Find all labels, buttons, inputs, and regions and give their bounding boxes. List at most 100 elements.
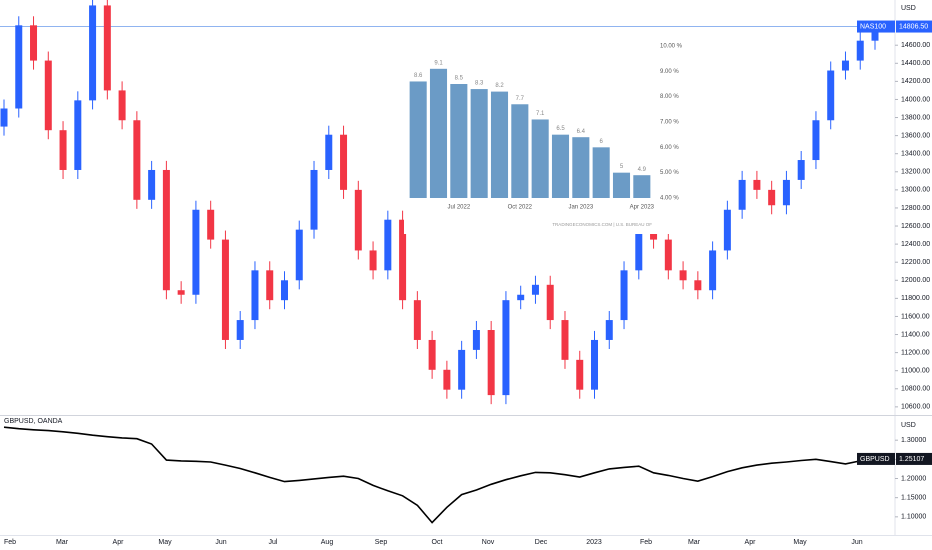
candle-body (561, 320, 569, 360)
bar (531, 119, 549, 198)
candle-body (546, 284, 554, 321)
candle-body (841, 60, 849, 71)
candle-body (591, 339, 599, 390)
y-tick-label: 11000.00 (901, 368, 930, 375)
x-tick-label: Aug (321, 539, 334, 546)
x-tick-label: Jun (215, 539, 226, 546)
bar (572, 137, 590, 198)
symbol-tag (857, 20, 895, 33)
inset-y-tick-label: 4.00 % (660, 196, 679, 202)
bar-value-label: 5 (620, 164, 624, 170)
candle-body (148, 169, 156, 200)
candle-body (310, 169, 318, 230)
candle-body (413, 300, 421, 340)
inset-x-tick-label: Jul 2022 (447, 205, 470, 211)
y-tick-label: 11200.00 (901, 349, 930, 356)
bar (511, 104, 529, 198)
lower-pane (3, 426, 876, 524)
y-tick-label: 14600.00 (901, 42, 930, 49)
candle-body (738, 179, 746, 210)
x-tick-label: Apr (113, 539, 125, 546)
bar-value-label: 6 (599, 139, 603, 145)
candle-body (44, 60, 52, 131)
candle-body (517, 294, 525, 301)
candle-body (531, 284, 539, 295)
y-tick-label: 13000.00 (901, 187, 930, 194)
candle-body (723, 209, 731, 251)
candle-body (15, 25, 23, 109)
price-tag (896, 452, 932, 465)
y-tick-label: 14200.00 (901, 78, 930, 85)
price-tag (896, 20, 932, 33)
inset-chart: 4.00 % 5.00 % 6.00 % 7.00 % 8.00 % 9.00 % 10.0… (404, 36, 692, 234)
bar-value-label: 8.6 (414, 73, 423, 79)
candle-body (177, 290, 185, 295)
inset-y-tick-label: 5.00 % (660, 170, 679, 176)
price-tag-text: 14806.50 (899, 23, 928, 30)
symbol-tag-text: NAS100 (860, 23, 886, 30)
candle-body (458, 349, 466, 390)
candle-body (871, 26, 879, 41)
bar-value-label: 7.1 (536, 111, 545, 117)
symbol-tag-text: GBPUSD (860, 456, 890, 463)
candle-body (856, 40, 864, 61)
candle-body (797, 160, 805, 180)
y-tick-label: 11800.00 (901, 295, 930, 302)
inset-y-tick-label: 7.00 % (660, 120, 679, 126)
bar (470, 89, 488, 198)
candle-body (30, 25, 38, 61)
candle-body (487, 330, 495, 396)
bar-value-label: 8.3 (475, 81, 484, 87)
x-tick-label: May (793, 539, 807, 546)
candle-body (236, 320, 244, 340)
candle-body (768, 189, 776, 206)
y-tick-label: 12800.00 (901, 205, 930, 212)
candle-body (354, 189, 362, 251)
y-tick-label: 12600.00 (901, 223, 930, 230)
candle-body (709, 250, 717, 291)
candle-body (59, 130, 67, 170)
candle-body (192, 209, 200, 295)
candle-body (812, 120, 820, 161)
candle-body (502, 300, 510, 396)
y-tick-label: 13800.00 (901, 114, 930, 121)
axes: 10600.00 10800.00 11000.00 11200.00 11400.00… (4, 5, 932, 546)
candle-body (753, 179, 761, 190)
candle-body (443, 369, 451, 390)
candle-body (266, 270, 274, 301)
axis-unit: USD (901, 422, 916, 429)
axis-unit: USD (901, 5, 916, 12)
y-tick-label: 13600.00 (901, 132, 930, 139)
y-tick-label: 1.15000 (901, 495, 926, 502)
series-line (3, 426, 876, 524)
x-tick-label: Jun (851, 539, 862, 546)
candle-body (605, 320, 613, 340)
candle-body (827, 70, 835, 121)
y-tick-label: 13200.00 (901, 169, 930, 176)
x-tick-label: May (158, 539, 172, 546)
candle-body (679, 270, 687, 281)
inset-source: TRADINGECONOMICS.COM | U.S. BUREAU OF (552, 222, 652, 227)
candle-body (472, 330, 480, 350)
inset-y-tick-label: 10.00 % (660, 44, 683, 50)
inset-x-tick-label: Apr 2023 (630, 205, 655, 211)
candle-body (103, 5, 111, 91)
inset-y-tick-label: 9.00 % (660, 69, 679, 75)
inset-x-tick-label: Oct 2022 (508, 205, 533, 211)
x-tick-label: Jul (269, 539, 278, 546)
bar (612, 172, 631, 198)
bar-value-label: 4.9 (638, 167, 647, 173)
candle-body (369, 250, 377, 271)
inset-x-tick-label: Jan 2023 (568, 205, 593, 211)
candle-body (295, 229, 303, 281)
candle-body (399, 219, 407, 301)
candle-body (664, 239, 672, 271)
inset-y-tick-label: 8.00 % (660, 94, 679, 100)
x-tick-label: Feb (640, 539, 652, 546)
bar (633, 175, 651, 198)
bar (450, 84, 468, 198)
candle-body (384, 219, 392, 271)
candle-body (694, 280, 702, 291)
y-tick-label: 10600.00 (901, 404, 930, 411)
bar (490, 91, 509, 198)
